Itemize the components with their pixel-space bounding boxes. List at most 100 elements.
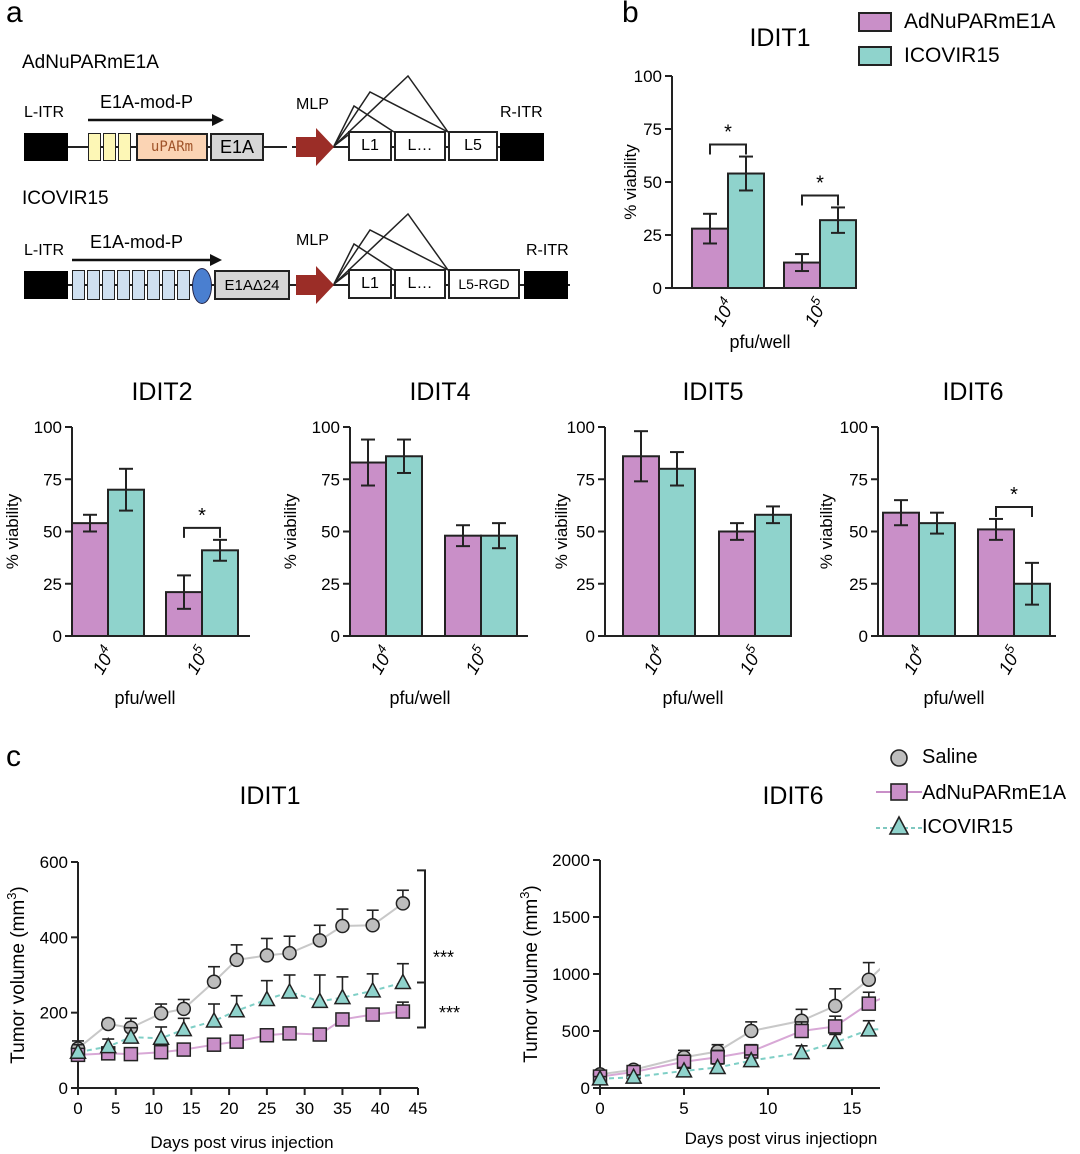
data-point-icovir15	[675, 1061, 693, 1078]
data-point-saline	[282, 945, 297, 961]
y-tick-label: 50	[576, 523, 595, 542]
y-tick-label: 25	[643, 226, 662, 245]
x-tick-label: 10	[144, 1099, 163, 1118]
y-tick-label: 25	[849, 575, 868, 594]
x-tick-label: 105	[991, 641, 1026, 677]
bar	[918, 522, 956, 637]
x-tick-label: 20	[220, 1099, 239, 1118]
legend-label: AdNuPARmE1A	[904, 10, 1056, 33]
legend-label: ICOVIR15	[904, 44, 1000, 67]
y-tick-label: 50	[849, 523, 868, 542]
uparm-promoter-box: uPARm	[136, 133, 208, 161]
data-point-icovir15	[826, 1032, 844, 1050]
y-tick-label: 75	[43, 470, 62, 489]
chart-title: IDIT5	[682, 378, 743, 406]
significance-bracket	[417, 869, 426, 1029]
data-point-adnuparme1a	[794, 1023, 809, 1039]
series-line-icovir15	[599, 1028, 880, 1080]
data-point-icovir15	[69, 1042, 87, 1059]
bar	[882, 511, 920, 637]
y-tick-label: 2000	[552, 851, 590, 870]
data-point-saline	[206, 974, 222, 990]
y-tick-label: 100	[567, 418, 595, 437]
chart-title: IDIT1	[749, 24, 810, 52]
y-tick-label: 1000	[552, 965, 590, 984]
y-tick-label: 25	[576, 575, 595, 594]
r-itr-label: R-ITR	[500, 104, 543, 121]
enhancer-box	[88, 133, 101, 161]
y-axis-label: Tumor volume (mm3)	[4, 886, 29, 1064]
data-point-saline	[827, 998, 843, 1014]
mlp-arrow-icon	[296, 128, 334, 166]
enhancer-box	[177, 270, 190, 300]
y-tick-label: 75	[576, 470, 595, 489]
data-point-adnuparme1a	[259, 1028, 275, 1043]
bar	[349, 461, 387, 637]
x-axis-label: pfu/well	[389, 688, 450, 708]
x-tick-label: 0	[73, 1099, 82, 1118]
bar	[385, 455, 423, 638]
bar	[107, 488, 145, 637]
chart-idit1-viability: IDIT1 0 25 50 75 100 % viability 104 * 105 * pfu/we…	[621, 24, 857, 352]
data-point-saline	[861, 972, 877, 987]
x-tick-label: 5	[679, 1099, 688, 1118]
y-tick-label: 50	[321, 523, 340, 542]
data-point-adnuparme1a	[365, 1007, 380, 1022]
x-axis-label: pfu/well	[114, 688, 175, 708]
data-point-saline	[743, 1023, 759, 1039]
legend-label: ICOVIR15	[922, 816, 1014, 838]
x-tick-label: 104	[636, 642, 670, 678]
y-axis-label: Tumor volume (mm3)	[517, 885, 542, 1063]
x-tick-label: 15	[843, 1099, 862, 1118]
y-tick-label: 200	[40, 1004, 68, 1023]
bar	[718, 530, 756, 637]
construct-name: ICOVIR15	[22, 188, 109, 209]
data-point-icovir15	[860, 1020, 878, 1037]
y-tick-label: 50	[43, 523, 62, 542]
l1-box: L1	[348, 269, 392, 299]
x-tick-label: 104	[85, 642, 119, 678]
l-itr-block	[24, 271, 68, 299]
r-itr-block	[500, 133, 544, 161]
y-tick-label: 100	[312, 418, 340, 437]
y-tick-label: 0	[581, 1079, 590, 1098]
chart-title: IDIT4	[409, 378, 470, 406]
data-point-icovir15	[792, 1043, 811, 1060]
y-axis-label: % viability	[281, 493, 300, 569]
x-tick-label: 104	[363, 642, 397, 678]
chart-title: IDIT6	[942, 378, 1003, 406]
significance-label: *	[816, 172, 824, 194]
x-axis-label: Days post virus injection	[150, 1133, 333, 1152]
chart-title: IDIT2	[131, 378, 192, 406]
x-tick-label: 105	[179, 641, 214, 677]
data-point-saline	[100, 1016, 116, 1032]
significance-bracket	[709, 143, 747, 155]
l-itr-label: L-ITR	[24, 242, 64, 259]
data-point-icovir15	[333, 988, 352, 1005]
y-tick-label: 0	[59, 1079, 68, 1098]
data-point-adnuparme1a	[827, 1019, 843, 1034]
x-tick-label: 0	[595, 1099, 604, 1118]
x-tick-label: 105	[458, 641, 493, 677]
bar	[480, 534, 518, 637]
significance-label: *	[724, 122, 732, 144]
bar	[754, 513, 792, 637]
bar	[727, 172, 765, 290]
enhancer-box	[102, 270, 115, 300]
mlp-label: MLP	[296, 232, 329, 249]
significance-label: *	[198, 505, 206, 527]
x-tick-label: 105	[732, 641, 767, 677]
data-point-icovir15	[591, 1069, 609, 1086]
enhancer-box	[87, 270, 100, 300]
data-point-icovir15	[394, 972, 412, 990]
promoter-arrow	[88, 114, 224, 126]
enhancer-box	[132, 270, 145, 300]
chart-idit6-tumor-volume: IDIT6050010001500200005101520Tumor volum…	[517, 782, 880, 1148]
data-point-icovir15	[742, 1051, 760, 1068]
data-point-icovir15	[311, 991, 329, 1009]
x-tick-label: 25	[257, 1099, 276, 1118]
bar	[977, 528, 1015, 637]
bar	[201, 549, 239, 637]
y-tick-label: 0	[859, 627, 868, 646]
r-itr-block	[524, 271, 568, 299]
